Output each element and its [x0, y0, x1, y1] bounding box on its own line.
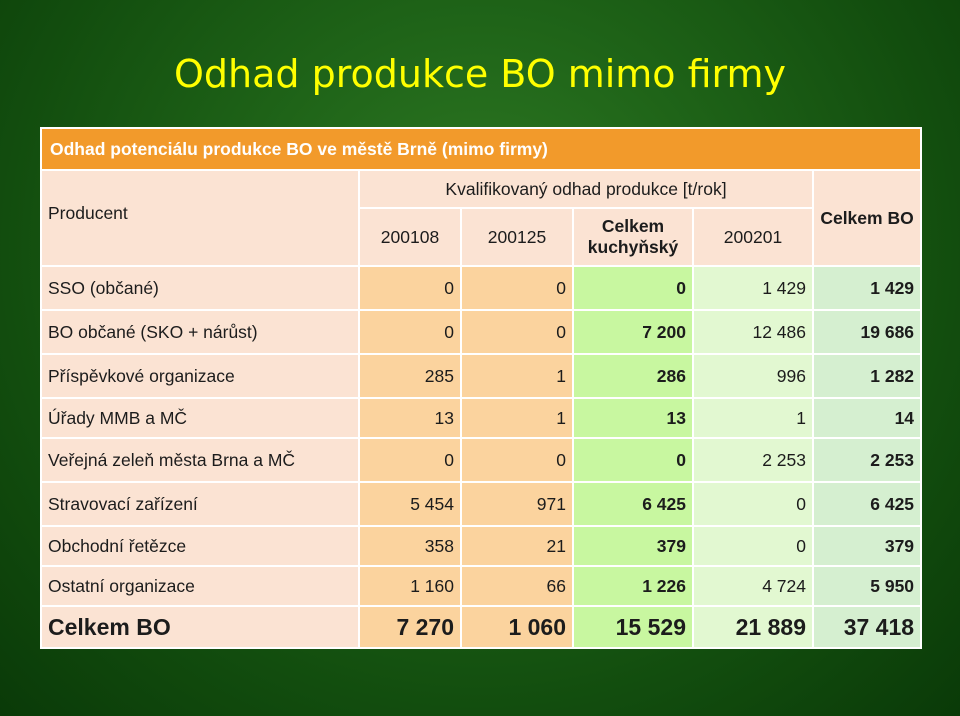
table-cell: 285 — [358, 353, 462, 399]
table-cell: 971 — [460, 481, 574, 527]
table-cell: 0 — [358, 437, 462, 483]
table-cell: 379 — [572, 525, 694, 567]
table-caption: Odhad potenciálu produkce BO ve městě Br… — [39, 127, 923, 171]
production-table: Odhad potenciálu produkce BO ve městě Br… — [39, 127, 923, 649]
table-cell: 6 425 — [811, 481, 923, 527]
table-cell: 996 — [692, 353, 814, 399]
table-row: Stravovací zařízení 5 454 971 6 425 0 6 425 — [40, 481, 923, 527]
estimate-span-header: Kvalifikovaný odhad produkce [t/rok] — [358, 169, 814, 209]
table-row: Ostatní organizace 1 160 66 1 226 4 724 5 950 — [40, 565, 923, 607]
table-cell: 5 950 — [811, 565, 923, 607]
table-cell: 0 — [460, 265, 574, 311]
table-cell: 0 — [692, 481, 814, 527]
table-row: Veřejná zeleň města Brna a MČ 0 0 0 2 253 2 2… — [40, 437, 923, 483]
table-cell: 286 — [572, 353, 694, 399]
row-label: Ostatní organizace — [40, 565, 360, 607]
table-cell: 13 — [358, 397, 462, 439]
row-label: SSO (občané) — [40, 265, 360, 311]
table-cell: 0 — [460, 309, 574, 355]
table-cell: 0 — [572, 265, 694, 311]
column-header-celkem-bo: Celkem BO — [811, 169, 923, 267]
table-cell: 0 — [358, 309, 462, 355]
table-cell: 1 160 — [358, 565, 462, 607]
table-cell: 1 282 — [811, 353, 923, 399]
table-cell: 21 — [460, 525, 574, 567]
column-header-200125: 200125 — [460, 207, 574, 267]
table-cell: 0 — [358, 265, 462, 311]
total-cell: 7 270 — [358, 605, 462, 649]
total-cell: 15 529 — [572, 605, 694, 649]
column-header-200108: 200108 — [358, 207, 462, 267]
table-cell: 0 — [572, 437, 694, 483]
table-cell: 2 253 — [811, 437, 923, 483]
row-label: Úřady MMB a MČ — [40, 397, 360, 439]
row-label: Obchodní řetězce — [40, 525, 360, 567]
table-cell: 2 253 — [692, 437, 814, 483]
table-cell: 0 — [460, 437, 574, 483]
table-row: Úřady MMB a MČ 13 1 13 1 14 — [40, 397, 923, 439]
producer-header: Producent — [40, 169, 360, 267]
table-cell: 1 429 — [811, 265, 923, 311]
row-label: Příspěvkové organizace — [40, 353, 360, 399]
table-cell: 6 425 — [572, 481, 694, 527]
table-cell: 0 — [692, 525, 814, 567]
row-label: BO občané (SKO + nárůst) — [40, 309, 360, 355]
total-row: Celkem BO 7 270 1 060 15 529 21 889 37 418 — [40, 605, 923, 649]
table-row: Obchodní řetězce 358 21 379 0 379 — [40, 525, 923, 567]
table-cell: 1 — [460, 397, 574, 439]
table-cell: 12 486 — [692, 309, 814, 355]
table-cell: 1 429 — [692, 265, 814, 311]
table-cell: 1 — [692, 397, 814, 439]
total-label: Celkem BO — [40, 605, 360, 649]
table-cell: 358 — [358, 525, 462, 567]
table-cell: 4 724 — [692, 565, 814, 607]
table-cell: 13 — [572, 397, 694, 439]
table-row: SSO (občané) 0 0 0 1 429 1 429 — [40, 265, 923, 311]
table-cell: 19 686 — [811, 309, 923, 355]
table-cell: 379 — [811, 525, 923, 567]
row-label: Stravovací zařízení — [40, 481, 360, 527]
column-header-200201: 200201 — [692, 207, 814, 267]
table-row: BO občané (SKO + nárůst) 0 0 7 200 12 486 19 … — [40, 309, 923, 355]
total-cell: 21 889 — [692, 605, 814, 649]
table-cell: 5 454 — [358, 481, 462, 527]
table-cell: 66 — [460, 565, 574, 607]
table-cell: 14 — [811, 397, 923, 439]
row-label: Veřejná zeleň města Brna a MČ — [40, 437, 360, 483]
table-row: Příspěvkové organizace 285 1 286 996 1 282 — [40, 353, 923, 399]
total-cell: 1 060 — [460, 605, 574, 649]
column-header-celkem-kuchynsky: Celkem kuchyňský — [572, 207, 694, 267]
table-cell: 7 200 — [572, 309, 694, 355]
table-cell: 1 — [460, 353, 574, 399]
total-cell: 37 418 — [811, 605, 923, 649]
slide-title: Odhad produkce BO mimo firmy — [173, 52, 787, 96]
table-cell: 1 226 — [572, 565, 694, 607]
